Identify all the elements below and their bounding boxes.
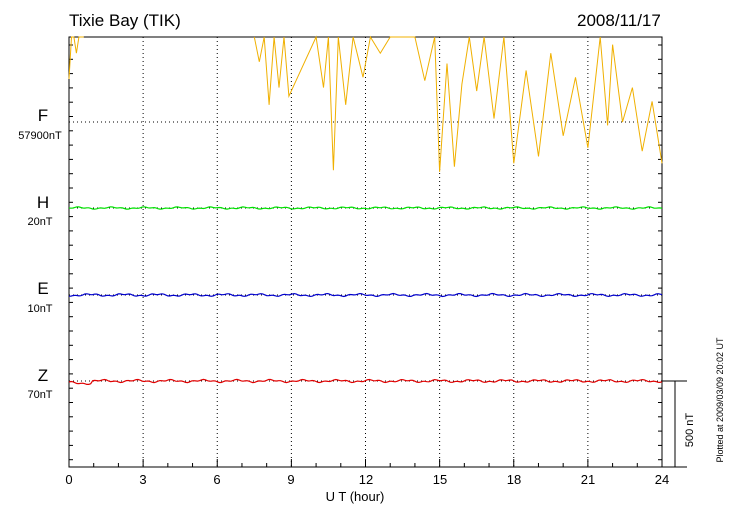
x-tick-label: 0 [65,472,73,487]
channel-e-scale: 10nT [27,303,53,315]
x-tick-label: 9 [287,472,295,487]
trace-z [68,378,663,385]
x-tick-label: 6 [213,472,221,487]
chart-date: 2008/11/17 [577,11,661,30]
x-tick-label: 12 [358,472,374,487]
x-tick-label: 3 [139,472,147,487]
channel-e-label: E [37,279,49,298]
x-tick-label: 24 [654,472,670,487]
channel-z-label: Z [37,366,49,385]
channel-f-label: F [37,106,49,125]
scale-bar-label: 500 nT [684,412,696,448]
plotted-timestamp-note: Plotted at 2009/03/09 20:02 UT [715,337,725,463]
x-tick-label: 15 [432,472,448,487]
trace-e [68,292,663,298]
trace-h [68,206,663,210]
chart-title: Tixie Bay (TIK) [69,11,181,30]
x-axis-label: U T (hour) [325,489,385,504]
channel-z-scale: 70nT [27,389,53,401]
x-tick-label: 21 [580,472,596,487]
channel-h-label: H [36,193,50,212]
channel-f-scale: 57900nT [18,130,62,142]
channel-h-scale: 20nT [27,216,53,228]
trace-f [68,35,663,172]
x-tick-label: 18 [506,472,522,487]
